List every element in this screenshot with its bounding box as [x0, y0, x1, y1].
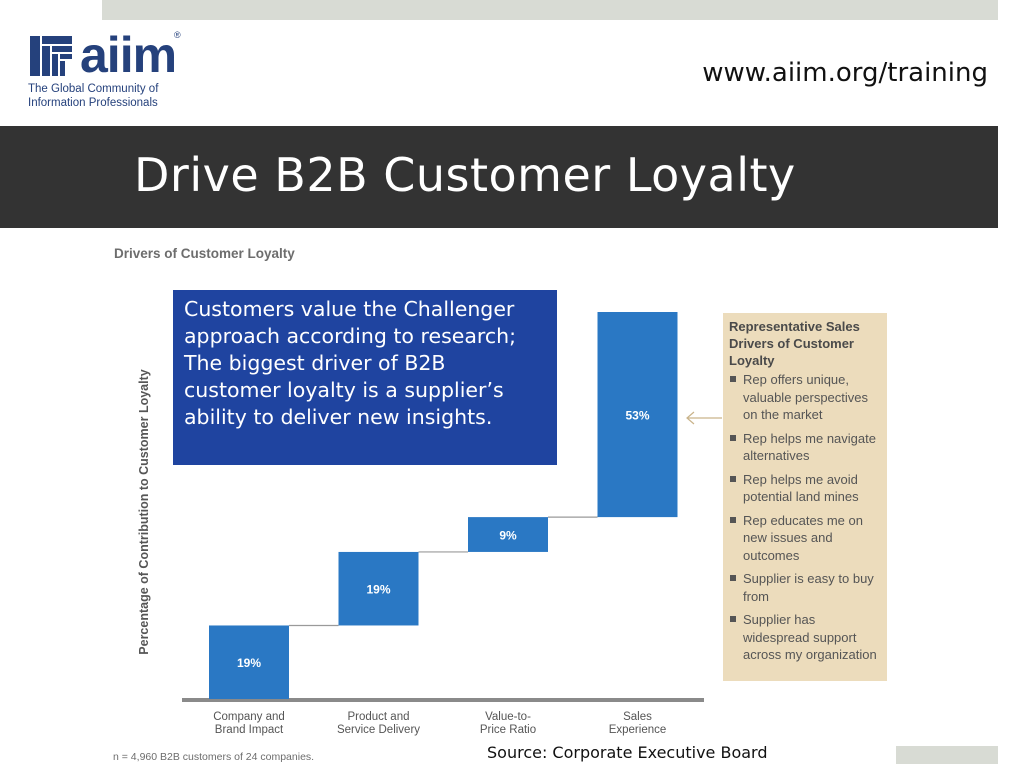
side-box-item: Rep helps me navigate alternatives: [729, 430, 881, 465]
y-axis-label: Percentage of Contribution to Customer L…: [137, 369, 151, 654]
bar-value-label: 19%: [237, 656, 261, 670]
side-box-item-text: Rep helps me avoid potential land mines: [743, 471, 859, 505]
bullet-icon: [730, 475, 736, 482]
bullet-icon: [730, 616, 736, 622]
top-band: [102, 0, 998, 20]
bar-1: [209, 625, 289, 699]
bar-3: [468, 517, 548, 552]
challenger-callout: Customers value the Challenger approach …: [173, 290, 557, 465]
side-box-item-text: Rep offers unique, valuable perspectives…: [743, 372, 869, 422]
category-label: Value-to-: [485, 711, 531, 723]
side-box-item: Supplier is easy to buy from: [729, 570, 881, 605]
source-note: Source: Corporate Executive Board: [487, 743, 768, 762]
logo-registered-mark: ®: [174, 30, 181, 40]
bar-value-label: 9%: [499, 529, 517, 543]
aiim-logo-icon: [28, 34, 74, 78]
side-box-item: Rep educates me on new issues and outcom…: [729, 512, 881, 565]
bullet-icon: [730, 516, 736, 523]
bar-value-label: 53%: [625, 409, 649, 423]
category-label: Service Delivery: [337, 724, 420, 736]
bar-2: [338, 551, 419, 626]
bullet-icon: [730, 434, 736, 441]
bullet-icon: [730, 575, 736, 581]
pointer-arrow-icon: [686, 411, 695, 425]
chart-title: Drivers of Customer Loyalty: [114, 246, 295, 261]
bar-value-label: 19%: [366, 583, 390, 597]
side-box-item: Rep offers unique, valuable perspectives…: [729, 371, 881, 424]
side-box-item-text: Rep educates me on new issues and outcom…: [743, 512, 863, 563]
bullet-icon: [730, 376, 736, 382]
side-box-item-text: Supplier is easy to buy from: [743, 571, 874, 604]
bar-4: [597, 312, 678, 518]
category-label: Company and: [213, 711, 285, 723]
logo-text: aiim: [80, 27, 177, 83]
category-label: Sales: [623, 711, 652, 723]
training-url[interactable]: www.aiim.org/training: [702, 58, 988, 88]
category-label: Price Ratio: [480, 724, 536, 736]
category-label: Experience: [609, 724, 667, 736]
side-box-item-text: Rep helps me navigate alternatives: [743, 430, 876, 464]
sample-footnote: n = 4,960 B2B customers of 24 companies.: [113, 751, 315, 763]
representative-drivers-box: Representative Sales Drivers of Customer…: [723, 313, 887, 681]
logo-tagline: The Global Community of Information Prof…: [28, 83, 159, 109]
side-box-list: Rep offers unique, valuable perspectives…: [729, 371, 881, 664]
category-label: Product and: [347, 711, 409, 723]
side-box-title: Representative Sales Drivers of Customer…: [729, 319, 860, 368]
bottom-strip: [896, 746, 998, 764]
source-band: [102, 746, 896, 768]
title-bar: [0, 126, 998, 228]
side-box-item-text: Supplier has widespread support across m…: [743, 612, 877, 662]
category-label: Brand Impact: [215, 724, 284, 736]
slide-title: Drive B2B Customer Loyalty: [134, 148, 796, 202]
side-box-item: Supplier has widespread support across m…: [729, 611, 881, 664]
side-box-item: Rep helps me avoid potential land mines: [729, 471, 881, 506]
aiim-logo: aiim ® The Global Community of Informati…: [28, 27, 188, 110]
